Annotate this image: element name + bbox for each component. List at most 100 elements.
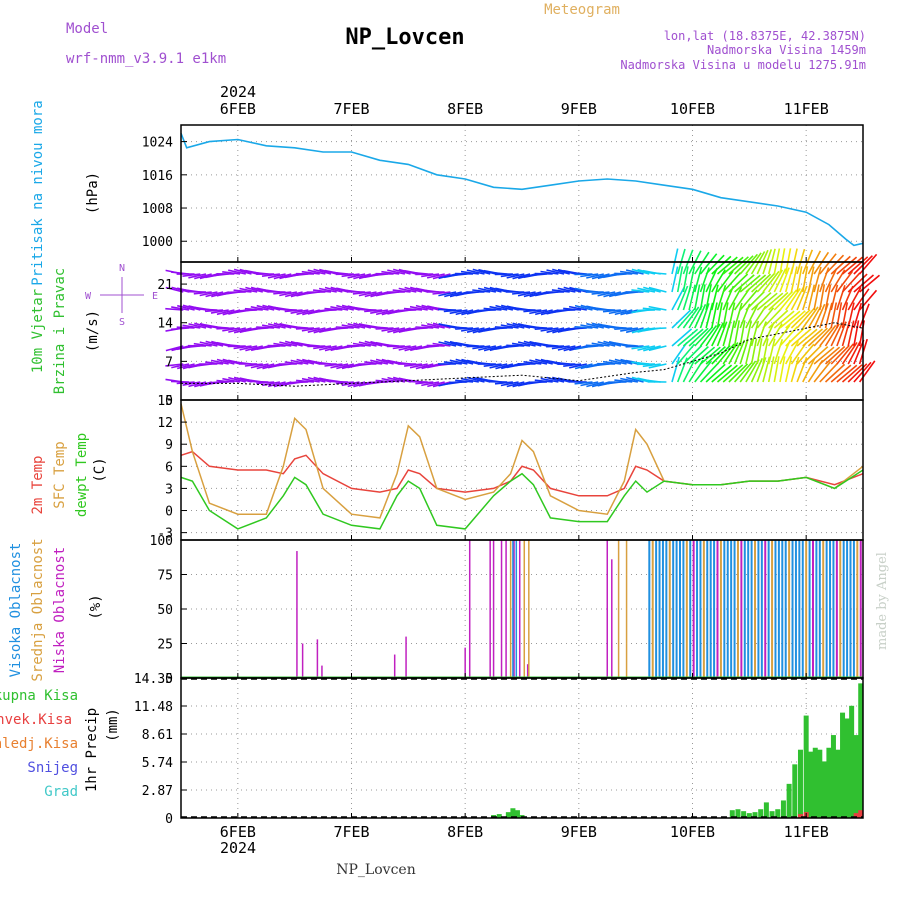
- wind-arrow: [386, 345, 405, 348]
- wind-arrow: [813, 303, 826, 329]
- precip-bar: [821, 761, 827, 818]
- precip-bar: [858, 683, 864, 818]
- precip-bar: [826, 747, 832, 818]
- y-tick-label: 25: [157, 638, 173, 653]
- elevation-label: Nadmorska Visina 1459m: [707, 43, 866, 57]
- wind-arrow: [785, 310, 806, 329]
- wind-arrow: [762, 308, 782, 329]
- wind-arrow: [358, 308, 377, 311]
- wind-arrow: [460, 327, 479, 332]
- wind-arrow: [614, 309, 633, 316]
- wind-arrow: [705, 254, 725, 275]
- wind-arrow: [739, 274, 761, 293]
- precip-bar: [849, 705, 855, 818]
- wind-arrow: [432, 342, 451, 347]
- wind-arrow: [784, 248, 792, 275]
- wind-arrow: [540, 327, 559, 332]
- wind-arrow: [819, 253, 837, 275]
- wind-arrow: [535, 358, 553, 365]
- wind-arrow: [563, 345, 582, 352]
- precip-bar: [729, 810, 735, 818]
- wind-arrow: [568, 305, 587, 311]
- wind-arrow: [398, 287, 417, 293]
- wind-arrow: [438, 308, 457, 311]
- wind-arrow: [352, 291, 371, 295]
- wind-arrow: [364, 291, 383, 298]
- wind-arrow: [552, 327, 570, 334]
- wind-arrow: [768, 309, 789, 329]
- y-tick-label: 0: [165, 505, 173, 520]
- wind-arrow: [540, 377, 559, 383]
- wind-arrow: [824, 268, 838, 293]
- lonlat-label: lon,lat (18.8375E, 42.3875N): [664, 29, 866, 43]
- wind-arrow: [250, 306, 269, 311]
- footer-station: NP_Lovcen: [336, 862, 415, 878]
- wind-arrow: [426, 344, 445, 347]
- wind-arrow: [841, 272, 861, 293]
- wind-arrow: [375, 309, 394, 316]
- wind-arrow: [313, 289, 332, 293]
- wind-arrow: [182, 324, 201, 329]
- wind-arrow: [205, 291, 224, 298]
- wind-arrow: [648, 286, 667, 293]
- ylabel-pressure: Pritisak na nivou mora: [30, 100, 46, 285]
- wind-arrow: [193, 291, 212, 295]
- wind-arrow: [472, 268, 491, 275]
- wind-arrow: [415, 381, 434, 385]
- wind-arrow: [733, 339, 746, 365]
- precip-bar: [786, 783, 792, 818]
- wind-arrow: [171, 363, 190, 369]
- wind-arrow: [671, 328, 693, 347]
- x-tick-label-bottom: 7FEB: [333, 823, 369, 841]
- wind-arrow: [284, 309, 303, 313]
- wind-arrow: [261, 324, 281, 329]
- wind-arrow: [244, 307, 263, 311]
- wind-arrow: [608, 309, 627, 315]
- wind-arrow: [324, 307, 343, 311]
- wind-arrow: [267, 323, 286, 329]
- wind-arrow: [352, 342, 371, 347]
- wind-arrow: [824, 254, 845, 275]
- wind-arrow: [847, 273, 868, 293]
- wind-arrow: [494, 326, 513, 329]
- wind-arrow: [716, 256, 738, 275]
- wind-arrow: [802, 345, 822, 365]
- wind-arrow: [460, 377, 479, 383]
- wind-arrow: [620, 327, 639, 332]
- x-tick-label-top: 6FEB: [220, 100, 256, 118]
- wind-arrow: [756, 272, 776, 293]
- wind-arrow: [472, 289, 491, 293]
- wind-arrow: [819, 346, 841, 365]
- wind-arrow: [853, 320, 860, 347]
- wind-arrow: [233, 289, 252, 293]
- wind-arrow: [728, 256, 749, 275]
- wind-arrow: [830, 364, 852, 383]
- wind-arrow: [677, 343, 696, 365]
- wind-arrow: [415, 304, 434, 311]
- wind-arrow: [836, 256, 858, 275]
- wind-arrow: [625, 345, 644, 348]
- wind-arrow: [273, 322, 292, 329]
- wind-arrow: [751, 273, 772, 293]
- precip-bar: [803, 715, 809, 818]
- wind-arrow: [273, 342, 292, 347]
- x-tick-label-bottom: 8FEB: [447, 823, 483, 841]
- wind-arrow: [500, 304, 519, 311]
- model-label: Model: [66, 21, 108, 37]
- wind-arrow: [602, 360, 622, 365]
- wind-arrow: [290, 381, 309, 384]
- wind-arrow: [398, 309, 417, 312]
- wind-arrow: [682, 266, 689, 293]
- wind-arrow: [313, 345, 332, 350]
- y-tick-label: 2.87: [142, 784, 173, 799]
- wind-arrow: [756, 357, 767, 383]
- wind-speed-line: [181, 322, 864, 387]
- wind-arrow: [671, 309, 692, 329]
- wind-arrow: [603, 340, 622, 347]
- wind-arrow: [671, 356, 680, 383]
- wind-arrow: [824, 363, 846, 383]
- wind-arrow: [188, 323, 207, 329]
- precip-bar: [830, 735, 836, 818]
- wind-arrow: [517, 308, 536, 311]
- wind-arrow: [694, 361, 712, 383]
